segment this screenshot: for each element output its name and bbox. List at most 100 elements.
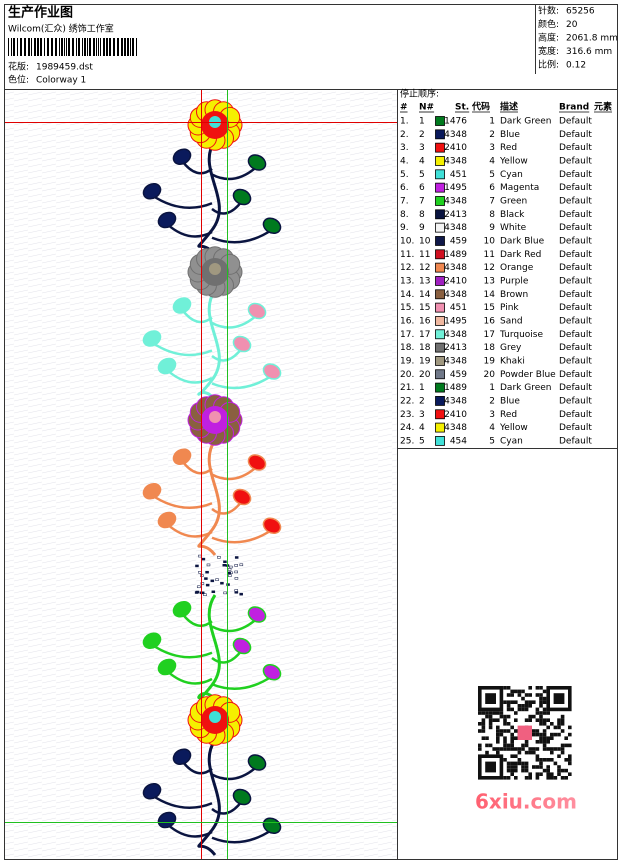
bar <box>61 38 63 56</box>
bar <box>59 38 60 56</box>
qr-module <box>557 732 561 737</box>
qr-module <box>532 729 536 733</box>
watermark: 6xiu.com <box>475 790 577 814</box>
row-number: 3. <box>400 143 409 153</box>
stitch-fleck <box>222 564 227 567</box>
qr-module <box>503 700 507 704</box>
description: Red <box>500 410 517 420</box>
qr-module <box>560 776 565 780</box>
stitch-fleck <box>203 593 207 596</box>
qr-module <box>510 700 514 704</box>
stitch-fleck <box>204 577 208 580</box>
qr-module <box>514 761 518 766</box>
qr-module <box>524 718 529 722</box>
needle: 1 <box>419 383 425 393</box>
color-swatch <box>435 316 445 326</box>
stitches: 4348 <box>444 196 467 206</box>
code: 3 <box>489 143 495 153</box>
bar <box>47 38 49 56</box>
brand: Default <box>559 170 592 180</box>
qr-module <box>560 722 565 726</box>
qr-module <box>546 776 550 780</box>
stitches: 4348 <box>444 330 467 340</box>
stitches: 459 <box>450 370 467 380</box>
qr-module <box>546 765 550 769</box>
stitch-fleck <box>223 591 227 595</box>
needle: 2 <box>419 396 425 406</box>
qr-module <box>553 747 558 751</box>
qr-module <box>506 704 511 708</box>
qr-module <box>557 722 561 726</box>
needle: 4 <box>419 423 425 433</box>
qr-module <box>539 711 543 715</box>
qr-module <box>550 776 554 780</box>
description: Dark Green <box>500 117 551 127</box>
code: 4 <box>489 156 495 166</box>
leaf <box>262 663 282 681</box>
stitch-fleck <box>226 583 230 586</box>
qr-module <box>510 725 514 730</box>
qr-module <box>499 714 504 719</box>
description: Red <box>500 143 517 153</box>
qr-module <box>528 700 532 704</box>
qr-module <box>506 693 511 697</box>
qr-module <box>532 747 536 751</box>
qr-module <box>510 747 514 751</box>
qr-module <box>492 747 496 751</box>
stitches: 1495 <box>444 316 467 326</box>
code: 17 <box>484 330 495 340</box>
stem <box>151 794 213 809</box>
qr-module <box>488 711 493 715</box>
brand: Default <box>559 210 592 220</box>
description: Brown <box>500 290 528 300</box>
stat-value: 2061.8 mm <box>566 34 618 44</box>
row-number: 8. <box>400 210 409 220</box>
bar <box>78 38 80 56</box>
brand: Default <box>559 117 592 127</box>
leaf <box>172 148 192 166</box>
color-swatch <box>435 156 445 166</box>
leaf <box>247 606 267 623</box>
stitch-fleck <box>239 592 243 596</box>
code: 15 <box>484 303 495 313</box>
qr-module <box>539 704 543 708</box>
qr-module <box>560 768 565 773</box>
stitches: 1489 <box>444 250 467 260</box>
color-swatch <box>435 142 445 153</box>
qr-module <box>503 729 507 733</box>
needle: 15 <box>419 303 430 313</box>
design-label: 花版: <box>8 61 29 73</box>
row-number: 18. <box>400 343 414 353</box>
bar <box>37 38 39 56</box>
bar <box>127 38 129 56</box>
description: White <box>500 223 527 233</box>
qr-module <box>524 740 529 744</box>
qr-module <box>542 729 547 733</box>
qr-module <box>485 711 489 715</box>
brand: Default <box>559 423 592 433</box>
qr-module <box>506 743 511 748</box>
row-number: 22. <box>400 396 414 406</box>
stitch-fleck <box>215 578 219 581</box>
row-number: 6. <box>400 183 409 193</box>
brand: Default <box>559 383 592 393</box>
stem <box>151 341 213 357</box>
qr-module <box>503 758 507 762</box>
needle: 8 <box>419 210 425 220</box>
stem <box>166 369 213 384</box>
color-swatch <box>435 169 445 180</box>
qr-module <box>510 765 514 769</box>
stitches: 451 <box>450 303 467 313</box>
brand: Default <box>559 183 592 193</box>
needle: 4 <box>419 156 425 166</box>
code: 13 <box>484 276 495 286</box>
qr-module <box>560 747 565 751</box>
qr-module <box>532 750 536 755</box>
qr-module <box>481 718 486 722</box>
brand: Default <box>559 263 592 273</box>
brand: Default <box>559 410 592 420</box>
leaf <box>247 154 267 171</box>
qr-module <box>514 711 518 715</box>
color-swatch <box>435 262 445 273</box>
description: Grey <box>500 343 522 353</box>
